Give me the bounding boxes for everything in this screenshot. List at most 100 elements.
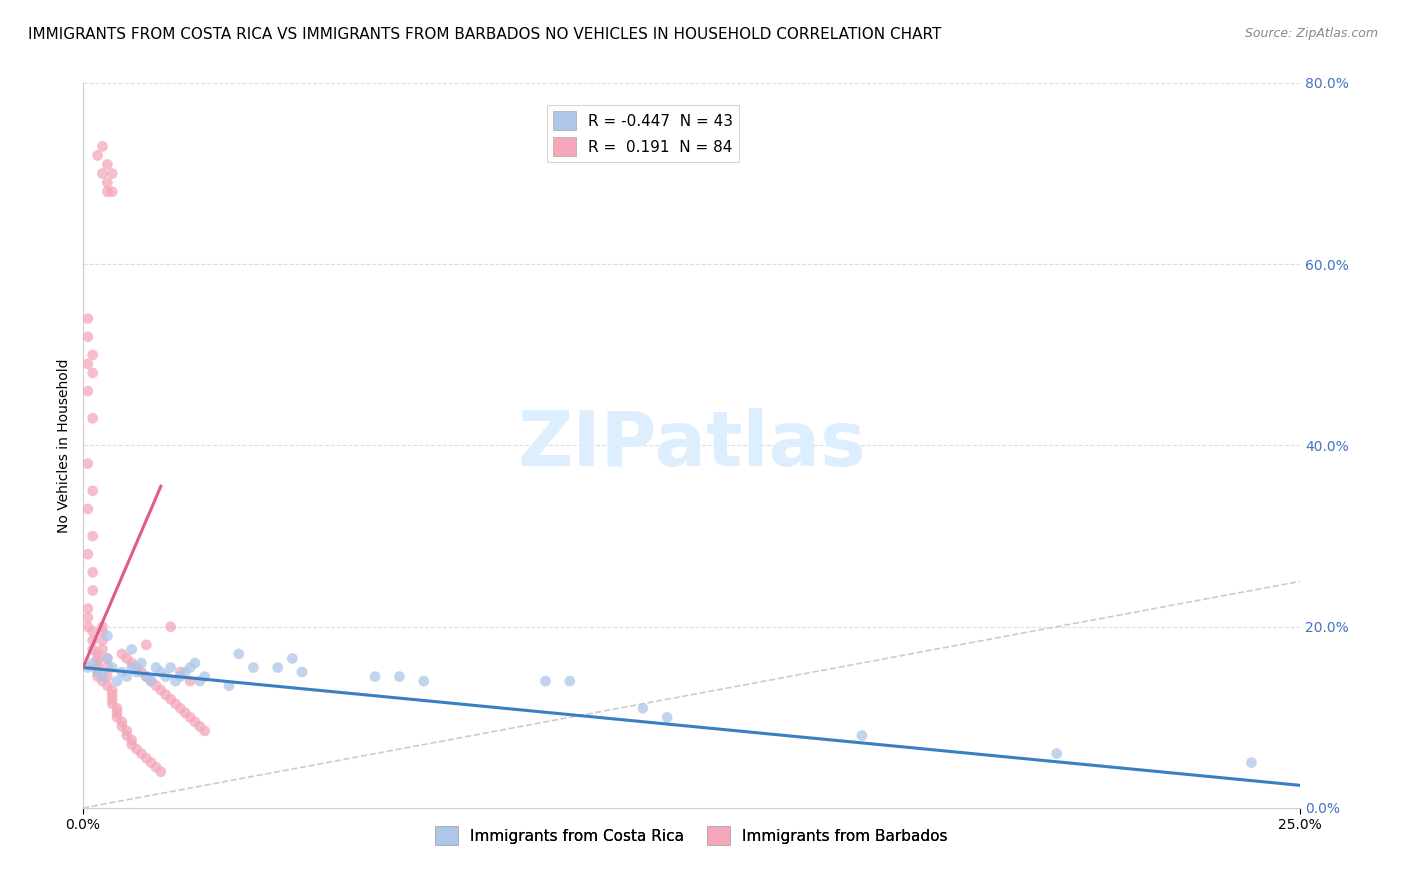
Point: [91, 669, 114, 683]
Point: [86, 647, 108, 661]
Point: [96, 651, 118, 665]
Point: [115, 651, 138, 665]
Point: [82, 348, 104, 362]
Point: [111, 719, 134, 733]
Point: [135, 751, 157, 765]
Point: [111, 665, 134, 679]
Point: [91, 167, 114, 181]
Point: [91, 624, 114, 639]
Point: [174, 706, 197, 720]
Point: [228, 647, 250, 661]
Point: [86, 665, 108, 679]
Point: [121, 733, 143, 747]
Point: [121, 660, 143, 674]
Text: ZIPatlas: ZIPatlas: [517, 409, 866, 483]
Y-axis label: No Vehicles in Household: No Vehicles in Household: [58, 359, 72, 533]
Point: [115, 729, 138, 743]
Point: [105, 710, 128, 724]
Point: [131, 665, 153, 679]
Point: [155, 688, 177, 702]
Point: [91, 620, 114, 634]
Point: [96, 669, 118, 683]
Point: [86, 660, 108, 674]
Point: [76, 384, 98, 398]
Point: [91, 642, 114, 657]
Point: [169, 701, 191, 715]
Point: [86, 651, 108, 665]
Point: [155, 669, 177, 683]
Point: [1240, 756, 1263, 770]
Point: [86, 148, 108, 162]
Point: [82, 633, 104, 648]
Point: [86, 656, 108, 670]
Point: [76, 502, 98, 516]
Point: [145, 660, 167, 674]
Point: [111, 714, 134, 729]
Point: [169, 665, 191, 679]
Point: [76, 547, 98, 561]
Point: [184, 656, 207, 670]
Point: [105, 706, 128, 720]
Point: [149, 665, 172, 679]
Point: [159, 692, 181, 706]
Legend: Immigrants from Costa Rica, Immigrants from Barbados: Immigrants from Costa Rica, Immigrants f…: [429, 821, 955, 851]
Point: [82, 583, 104, 598]
Point: [82, 656, 104, 670]
Point: [96, 185, 118, 199]
Point: [135, 638, 157, 652]
Point: [101, 688, 124, 702]
Point: [96, 679, 118, 693]
Point: [135, 669, 157, 683]
Point: [179, 674, 201, 689]
Point: [631, 701, 654, 715]
Point: [139, 756, 162, 770]
Point: [194, 723, 217, 738]
Point: [165, 697, 187, 711]
Point: [82, 483, 104, 498]
Point: [96, 651, 118, 665]
Text: Source: ZipAtlas.com: Source: ZipAtlas.com: [1244, 27, 1378, 40]
Point: [115, 669, 138, 683]
Point: [165, 674, 187, 689]
Point: [291, 665, 314, 679]
Point: [281, 651, 304, 665]
Point: [179, 660, 201, 674]
Point: [101, 697, 124, 711]
Point: [115, 723, 138, 738]
Point: [82, 529, 104, 543]
Point: [135, 669, 157, 683]
Point: [111, 647, 134, 661]
Point: [101, 692, 124, 706]
Point: [121, 738, 143, 752]
Point: [91, 633, 114, 648]
Point: [364, 669, 387, 683]
Point: [145, 760, 167, 774]
Point: [149, 764, 172, 779]
Point: [534, 674, 557, 689]
Point: [82, 566, 104, 580]
Point: [96, 176, 118, 190]
Point: [125, 660, 148, 674]
Point: [131, 747, 153, 761]
Point: [82, 642, 104, 657]
Point: [145, 679, 167, 693]
Point: [101, 660, 124, 674]
Point: [412, 674, 434, 689]
Point: [86, 665, 108, 679]
Point: [105, 701, 128, 715]
Point: [82, 366, 104, 380]
Point: [76, 610, 98, 624]
Point: [149, 683, 172, 698]
Point: [121, 656, 143, 670]
Point: [131, 656, 153, 670]
Point: [101, 167, 124, 181]
Point: [91, 674, 114, 689]
Point: [179, 710, 201, 724]
Point: [121, 642, 143, 657]
Point: [184, 714, 207, 729]
Text: IMMIGRANTS FROM COSTA RICA VS IMMIGRANTS FROM BARBADOS NO VEHICLES IN HOUSEHOLD : IMMIGRANTS FROM COSTA RICA VS IMMIGRANTS…: [28, 27, 942, 42]
Point: [388, 669, 411, 683]
Point: [82, 624, 104, 639]
Point: [218, 679, 240, 693]
Point: [242, 660, 264, 674]
